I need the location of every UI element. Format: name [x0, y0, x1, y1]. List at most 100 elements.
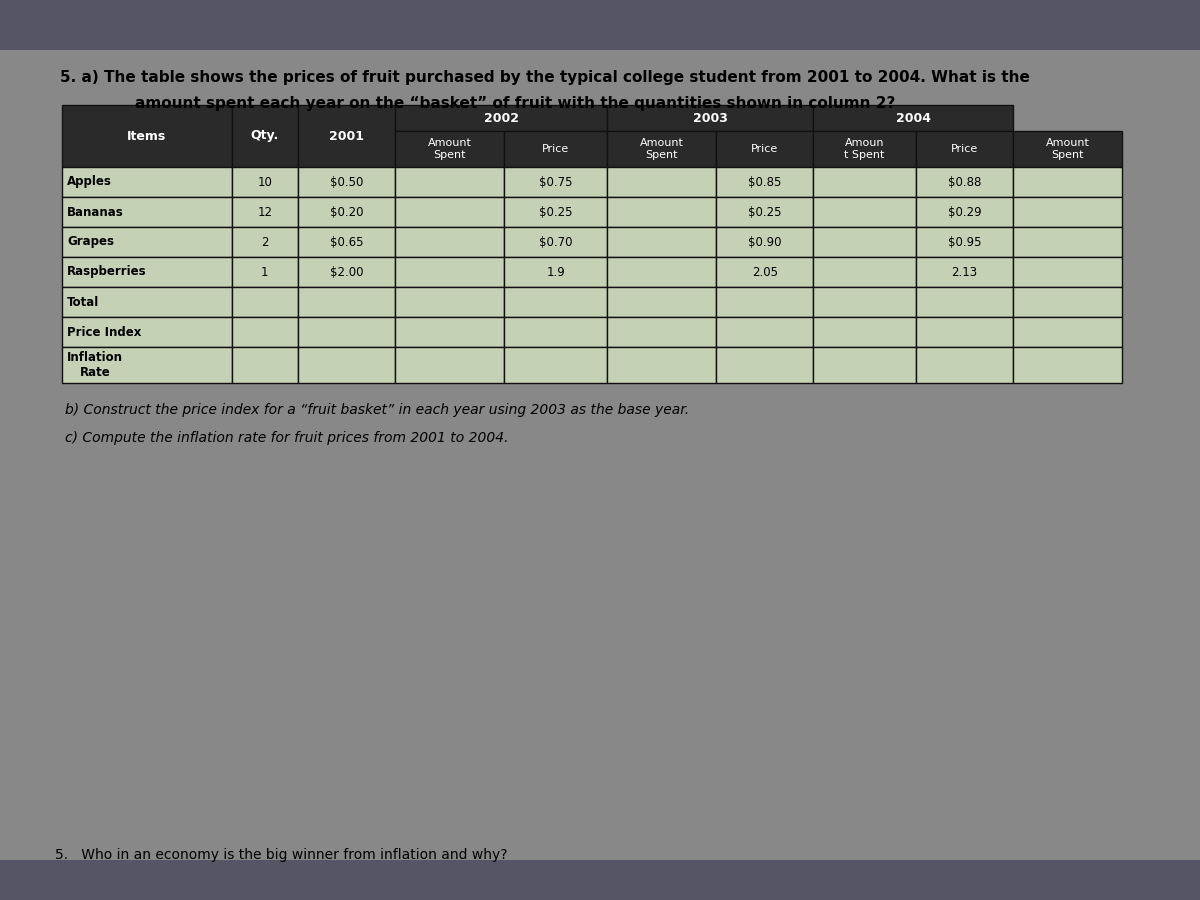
Text: Price: Price [542, 144, 569, 154]
Bar [916, 317, 1013, 347]
Bar [916, 131, 1013, 167]
Text: Total: Total [67, 295, 100, 309]
Bar [1013, 197, 1122, 227]
Bar [1013, 347, 1122, 383]
Bar [716, 347, 814, 383]
Bar [395, 227, 504, 257]
Bar [0, 860, 1200, 900]
Bar [504, 197, 607, 227]
Bar [916, 257, 1013, 287]
Bar [504, 131, 607, 167]
Bar [814, 227, 916, 257]
Bar [232, 105, 299, 167]
Bar [716, 287, 814, 317]
Bar [395, 167, 504, 197]
Text: Price Index: Price Index [67, 326, 142, 338]
Bar [716, 197, 814, 227]
Bar [504, 317, 607, 347]
Text: Price: Price [751, 144, 779, 154]
Text: Items: Items [127, 130, 167, 142]
Bar [62, 317, 232, 347]
Bar [607, 227, 716, 257]
Bar [504, 167, 607, 197]
Text: 1.9: 1.9 [546, 266, 565, 278]
Bar [395, 131, 504, 167]
Text: $0.25: $0.25 [539, 205, 572, 219]
Bar [916, 167, 1013, 197]
Text: 10: 10 [258, 176, 272, 188]
Text: Amoun
t Spent: Amoun t Spent [845, 139, 884, 160]
Bar [607, 317, 716, 347]
Text: $0.25: $0.25 [748, 205, 781, 219]
Bar [232, 317, 299, 347]
Bar [1013, 227, 1122, 257]
Text: 5.   Who in an economy is the big winner from inflation and why?: 5. Who in an economy is the big winner f… [55, 848, 508, 862]
Bar [232, 167, 299, 197]
Bar [814, 347, 916, 383]
Bar [62, 105, 232, 167]
Bar [62, 227, 232, 257]
Bar [299, 167, 395, 197]
Bar [716, 317, 814, 347]
Bar [1013, 131, 1122, 167]
Text: $0.88: $0.88 [948, 176, 982, 188]
Text: Bananas: Bananas [67, 205, 124, 219]
Text: 2.13: 2.13 [952, 266, 978, 278]
Bar [504, 257, 607, 287]
Bar [62, 167, 232, 197]
Bar [716, 167, 814, 197]
Text: 5. a) The table shows the prices of fruit purchased by the typical college stude: 5. a) The table shows the prices of frui… [60, 70, 1030, 85]
Text: $0.90: $0.90 [748, 236, 781, 248]
Text: 2002: 2002 [484, 112, 518, 124]
Text: $0.75: $0.75 [539, 176, 572, 188]
Text: $0.65: $0.65 [330, 236, 364, 248]
Bar [395, 197, 504, 227]
Bar [299, 287, 395, 317]
Text: 2003: 2003 [692, 112, 727, 124]
Bar [395, 287, 504, 317]
Text: Raspberries: Raspberries [67, 266, 146, 278]
Bar [395, 317, 504, 347]
Bar [62, 347, 232, 383]
Bar [504, 227, 607, 257]
Bar [916, 347, 1013, 383]
Bar [607, 197, 716, 227]
Bar [395, 347, 504, 383]
Text: $2.00: $2.00 [330, 266, 364, 278]
Text: Amount
Spent: Amount Spent [427, 139, 472, 160]
Text: 12: 12 [258, 205, 272, 219]
Text: b) Construct the price index for a “fruit basket” in each year using 2003 as the: b) Construct the price index for a “frui… [65, 403, 689, 417]
Bar [916, 227, 1013, 257]
Text: 2001: 2001 [329, 130, 364, 142]
Bar [395, 105, 607, 131]
Bar [607, 131, 716, 167]
Bar [607, 347, 716, 383]
Bar [814, 197, 916, 227]
Bar [232, 227, 299, 257]
Text: Grapes: Grapes [67, 236, 114, 248]
Bar [62, 197, 232, 227]
Text: $0.70: $0.70 [539, 236, 572, 248]
Text: $0.85: $0.85 [748, 176, 781, 188]
Bar [299, 105, 395, 167]
Bar [504, 287, 607, 317]
Bar [232, 287, 299, 317]
Bar [299, 227, 395, 257]
Bar [1013, 257, 1122, 287]
Bar [814, 167, 916, 197]
Bar [62, 287, 232, 317]
Bar [232, 347, 299, 383]
Text: $0.95: $0.95 [948, 236, 982, 248]
Bar [607, 105, 814, 131]
Bar [716, 257, 814, 287]
Bar [299, 257, 395, 287]
Text: 2004: 2004 [895, 112, 930, 124]
Bar [0, 0, 1200, 50]
Text: $0.29: $0.29 [948, 205, 982, 219]
Text: Amount
Spent: Amount Spent [640, 139, 684, 160]
Bar [395, 257, 504, 287]
Text: c) Compute the inflation rate for fruit prices from 2001 to 2004.: c) Compute the inflation rate for fruit … [65, 431, 509, 445]
Text: $0.20: $0.20 [330, 205, 364, 219]
Bar [814, 317, 916, 347]
Text: $0.50: $0.50 [330, 176, 364, 188]
